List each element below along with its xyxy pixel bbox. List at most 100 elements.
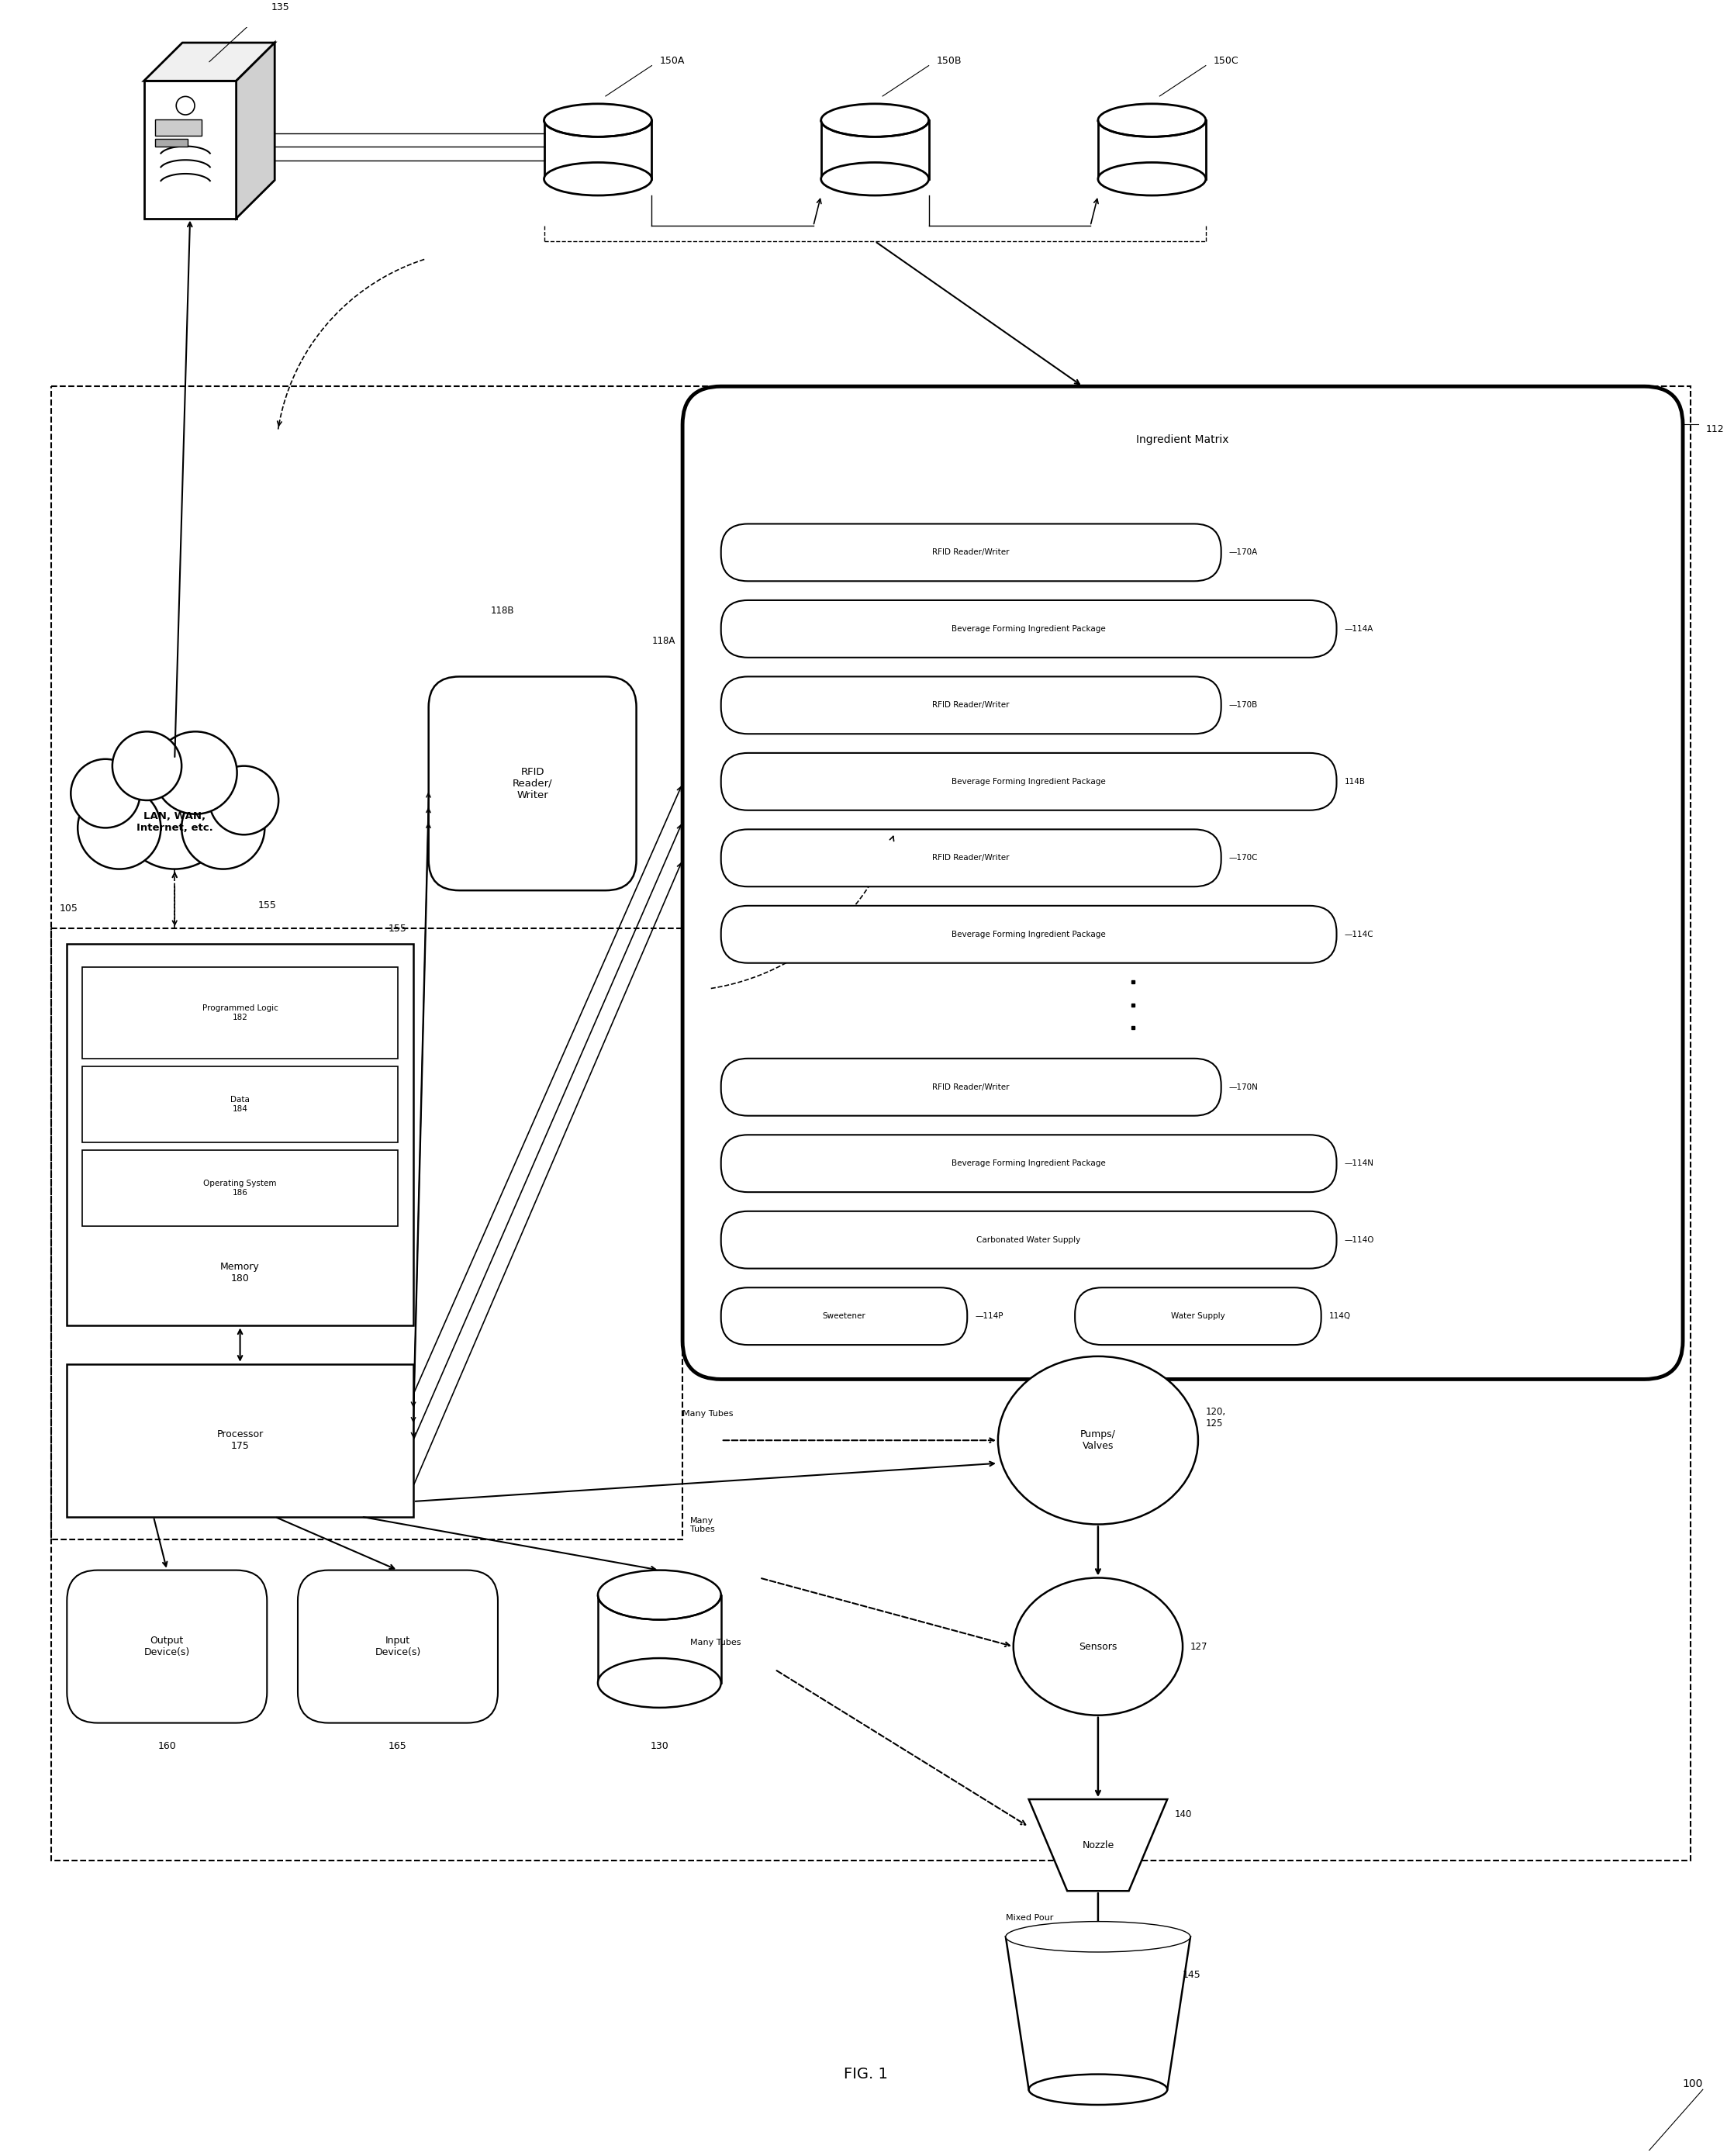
Text: —114A: —114A bbox=[1344, 625, 1373, 632]
Text: Nozzle: Nozzle bbox=[1082, 1839, 1113, 1850]
Text: 100: 100 bbox=[1682, 2078, 1703, 2089]
Text: Water Supply: Water Supply bbox=[1170, 1313, 1226, 1319]
FancyBboxPatch shape bbox=[721, 1059, 1221, 1117]
Text: 155: 155 bbox=[258, 901, 276, 910]
Ellipse shape bbox=[999, 1356, 1198, 1524]
FancyBboxPatch shape bbox=[721, 1212, 1337, 1268]
FancyBboxPatch shape bbox=[721, 599, 1337, 658]
Text: —170B: —170B bbox=[1229, 701, 1257, 709]
Ellipse shape bbox=[820, 103, 929, 136]
Bar bbox=[52, 929, 683, 1539]
Text: Beverage Forming Ingredient Package: Beverage Forming Ingredient Package bbox=[952, 1160, 1106, 1166]
Text: Sensors: Sensors bbox=[1079, 1641, 1117, 1651]
Ellipse shape bbox=[544, 103, 652, 136]
Text: Beverage Forming Ingredient Package: Beverage Forming Ingredient Package bbox=[952, 625, 1106, 632]
Circle shape bbox=[210, 765, 279, 834]
Text: FIG. 1: FIG. 1 bbox=[844, 2068, 888, 2081]
Text: 130: 130 bbox=[650, 1740, 669, 1751]
Text: 160: 160 bbox=[158, 1740, 177, 1751]
Text: —114C: —114C bbox=[1344, 931, 1373, 938]
Text: 118B: 118B bbox=[491, 606, 515, 614]
Text: Beverage Forming Ingredient Package: Beverage Forming Ingredient Package bbox=[952, 931, 1106, 938]
Text: 105: 105 bbox=[59, 903, 78, 914]
Text: Ingredient Matrix: Ingredient Matrix bbox=[1136, 433, 1229, 446]
Polygon shape bbox=[1028, 1800, 1167, 1891]
FancyBboxPatch shape bbox=[721, 677, 1221, 733]
Text: RFID Reader/Writer: RFID Reader/Writer bbox=[933, 854, 1009, 862]
Text: Sweetener: Sweetener bbox=[822, 1313, 865, 1319]
Text: Pumps/
Valves: Pumps/ Valves bbox=[1080, 1429, 1115, 1451]
Bar bbox=[1098, 121, 1205, 179]
Text: LAN, WAN,
Internet, etc.: LAN, WAN, Internet, etc. bbox=[137, 811, 213, 832]
FancyBboxPatch shape bbox=[721, 1134, 1337, 1192]
Circle shape bbox=[120, 759, 231, 869]
FancyBboxPatch shape bbox=[721, 1287, 968, 1345]
Text: Input
Device(s): Input Device(s) bbox=[375, 1636, 421, 1658]
Ellipse shape bbox=[1006, 1921, 1190, 1951]
Text: 165: 165 bbox=[388, 1740, 407, 1751]
Polygon shape bbox=[236, 43, 274, 218]
Text: —114P: —114P bbox=[975, 1313, 1004, 1319]
Text: Programmed Logic
182: Programmed Logic 182 bbox=[203, 1005, 277, 1022]
Text: 118A: 118A bbox=[652, 636, 675, 647]
FancyBboxPatch shape bbox=[683, 386, 1682, 1380]
FancyBboxPatch shape bbox=[721, 906, 1337, 964]
Text: Data
184: Data 184 bbox=[231, 1095, 250, 1112]
Text: Processor
175: Processor 175 bbox=[217, 1429, 264, 1451]
Text: RFID Reader/Writer: RFID Reader/Writer bbox=[933, 548, 1009, 556]
FancyBboxPatch shape bbox=[298, 1570, 498, 1723]
Bar bbox=[52, 386, 1691, 1861]
Text: Carbonated Water Supply: Carbonated Water Supply bbox=[976, 1235, 1080, 1244]
Bar bbox=[598, 1595, 721, 1684]
Bar bbox=[156, 138, 187, 147]
Text: Beverage Forming Ingredient Package: Beverage Forming Ingredient Package bbox=[952, 778, 1106, 785]
FancyBboxPatch shape bbox=[1075, 1287, 1321, 1345]
Text: 112: 112 bbox=[1706, 425, 1724, 436]
Text: Many Tubes: Many Tubes bbox=[683, 1410, 733, 1416]
Ellipse shape bbox=[1013, 1578, 1183, 1716]
Bar bbox=[144, 82, 236, 218]
Ellipse shape bbox=[598, 1570, 721, 1619]
FancyBboxPatch shape bbox=[68, 1570, 267, 1723]
Circle shape bbox=[154, 731, 238, 815]
Text: —114O: —114O bbox=[1344, 1235, 1373, 1244]
Text: Mixed Pour: Mixed Pour bbox=[1006, 1915, 1053, 1921]
Text: —114N: —114N bbox=[1344, 1160, 1373, 1166]
Polygon shape bbox=[144, 43, 274, 82]
Bar bbox=[68, 1365, 413, 1516]
Text: —170A: —170A bbox=[1229, 548, 1257, 556]
Circle shape bbox=[78, 787, 161, 869]
Ellipse shape bbox=[1098, 103, 1205, 136]
Text: 145: 145 bbox=[1183, 1971, 1202, 1979]
Text: 140: 140 bbox=[1176, 1809, 1193, 1820]
Text: 120,
125: 120, 125 bbox=[1205, 1406, 1226, 1427]
Text: Output
Device(s): Output Device(s) bbox=[144, 1636, 191, 1658]
Text: RFID Reader/Writer: RFID Reader/Writer bbox=[933, 1082, 1009, 1091]
Bar bbox=[544, 121, 652, 179]
Text: 150A: 150A bbox=[659, 56, 685, 65]
Ellipse shape bbox=[820, 162, 929, 196]
Ellipse shape bbox=[1028, 2074, 1167, 2104]
Text: 135: 135 bbox=[271, 2, 290, 13]
Text: —170N: —170N bbox=[1229, 1082, 1259, 1091]
Text: Many
Tubes: Many Tubes bbox=[690, 1516, 714, 1533]
FancyBboxPatch shape bbox=[428, 677, 636, 890]
Bar bbox=[156, 119, 201, 136]
Circle shape bbox=[182, 787, 265, 869]
FancyBboxPatch shape bbox=[721, 524, 1221, 582]
Text: RFID Reader/Writer: RFID Reader/Writer bbox=[933, 701, 1009, 709]
Text: RFID
Reader/
Writer: RFID Reader/ Writer bbox=[513, 768, 553, 800]
Bar bbox=[820, 121, 929, 179]
Text: Operating System
186: Operating System 186 bbox=[203, 1179, 277, 1197]
Circle shape bbox=[71, 759, 140, 828]
Bar bbox=[81, 966, 397, 1059]
Ellipse shape bbox=[1098, 162, 1205, 196]
Text: 114B: 114B bbox=[1344, 778, 1365, 785]
Text: Memory
180: Memory 180 bbox=[220, 1261, 260, 1283]
FancyBboxPatch shape bbox=[721, 830, 1221, 886]
Text: 150C: 150C bbox=[1214, 56, 1238, 65]
Text: Many Tubes: Many Tubes bbox=[690, 1639, 740, 1647]
Polygon shape bbox=[1006, 1936, 1190, 2089]
Text: —170C: —170C bbox=[1229, 854, 1257, 862]
Bar bbox=[81, 1149, 397, 1227]
